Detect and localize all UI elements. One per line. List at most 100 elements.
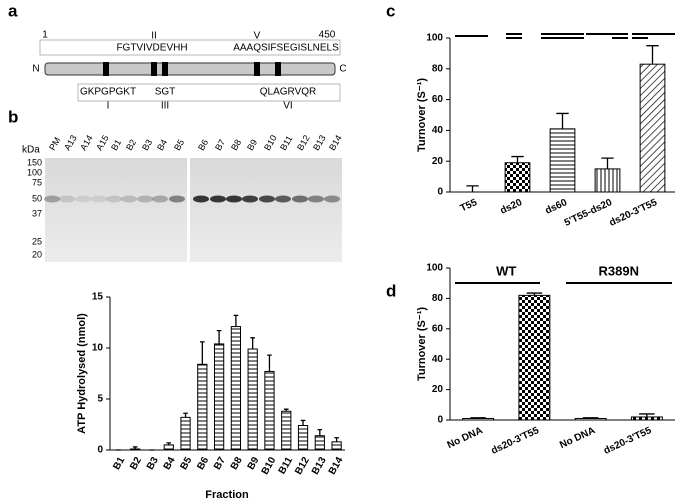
x-tick-label: B1 [111,455,127,472]
error-bar [466,185,479,192]
motif-sequence: AAAQSIFSEGISLNELS [233,43,339,54]
y-tick-label: 100 [426,263,443,274]
y-tick-label: 10 [92,343,104,354]
bar [230,326,242,451]
bar [462,417,495,421]
marker-label: 100 [27,167,42,177]
bar [630,416,663,421]
lane-label: B10 [262,133,279,152]
bar [594,168,621,193]
gel-band [193,195,209,203]
bar [197,363,208,451]
panel-label: d [386,281,396,300]
lane-label: B7 [213,138,227,153]
bar [213,343,225,451]
bar [247,348,258,451]
gel-band [308,195,324,203]
x-tick-label: B3 [145,455,161,472]
lane-label: B5 [172,138,186,153]
y-tick-label: 60 [432,94,444,105]
y-axis-label: Turnover (S⁻¹) [416,78,428,152]
motif-sequence: FGTVIVDEVHH [116,43,187,54]
y-tick-label: 20 [432,384,444,395]
gel-band [292,195,308,203]
error-bar [639,413,655,417]
lane-label: B13 [311,133,328,152]
motif-sequence: GKPGPGKT [80,87,136,98]
motif-numeral: V [254,31,261,42]
error-bar [646,45,659,65]
y-tick-label: 0 [437,415,443,426]
x-axis-label: Fraction [205,489,249,501]
x-tick-label: B14 [327,455,346,477]
bar [639,63,666,193]
x-tick-label: ds20-3'T55 [490,425,542,457]
residue-start: 1 [42,30,48,41]
y-tick-label: 40 [432,354,444,365]
marker-label: 75 [32,177,42,187]
panel-label: b [8,107,18,126]
error-bar [233,314,239,327]
gel-bands [44,195,340,203]
lane-label: PM [47,135,62,152]
gel-band [210,195,226,203]
y-axis-label: ATP Hydrolysed (nmol) [76,313,88,434]
lane-label: B6 [196,138,210,153]
gel-band [152,195,168,203]
gel-band [59,195,75,203]
gel-band [91,195,107,203]
gel-image [45,158,342,262]
bar [180,416,191,451]
y-tick-label: 5 [97,394,103,405]
bar [297,425,309,451]
x-tick-label: ds60 [544,197,570,217]
motif-sequence: SGT [155,87,176,98]
gel-band [44,195,60,203]
bar [264,370,275,451]
bar [331,441,342,451]
gel-band [121,195,137,203]
error-bar [216,330,222,344]
marker-label: 150 [27,157,42,167]
lane-label: B3 [140,138,154,153]
x-tick-label: B13 [310,455,329,477]
lane-label: A13 [62,133,79,152]
y-axis-label: Turnover (S⁻¹) [416,307,428,381]
error-bar [601,157,614,169]
y-tick-label: 20 [432,156,444,167]
y-tick-label: 15 [92,292,104,303]
n-terminus: N [32,64,39,75]
gel-band [75,195,91,203]
motif-boxes [103,62,281,76]
error-bar [250,337,255,350]
x-tick-label: B8 [229,455,245,472]
x-tick-label: B7 [212,455,228,472]
error-bar [334,437,339,442]
y-tick-label: 40 [432,125,444,136]
motif-leaders [39,39,341,102]
lane-label: B4 [155,138,169,153]
marker-label: 50 [32,193,42,203]
protein-bar [44,62,336,76]
error-bar [183,412,188,418]
panel-label: a [8,1,18,20]
gel-band [137,195,153,203]
lane-label: B14 [327,133,344,152]
lane-label: B2 [124,138,138,153]
error-bar [582,417,599,419]
x-tick-label: B12 [293,455,312,477]
motif-numeral: I [107,101,110,112]
error-bar [200,341,205,365]
x-tick-label: B10 [260,455,279,477]
x-tick-label: T55 [459,197,480,214]
residue-end: 450 [319,30,336,41]
error-bar [283,408,289,412]
lane-label: B11 [278,134,294,152]
group-label: WT [496,263,516,278]
error-bar [470,417,486,419]
gel-band [259,195,275,203]
x-tick-label: B11 [277,455,296,476]
lane-label: A14 [78,133,95,152]
gel-band [242,195,258,203]
